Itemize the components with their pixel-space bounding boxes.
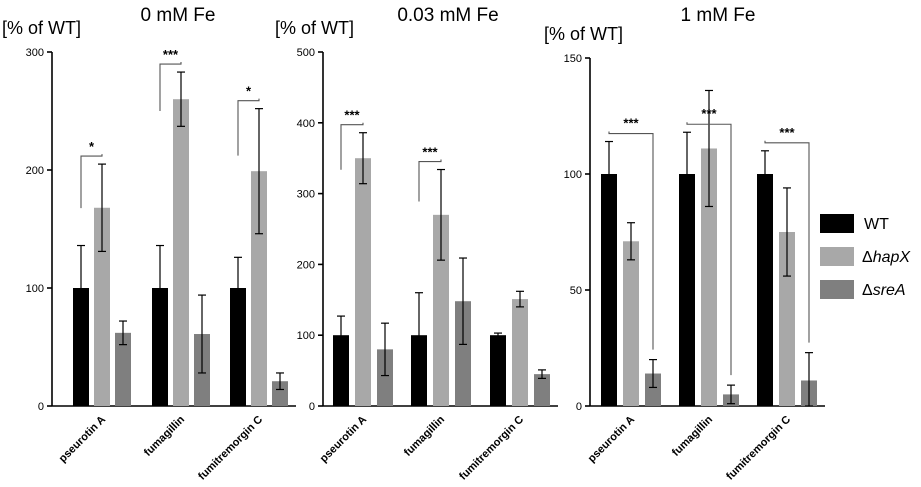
bar-wt-2 bbox=[152, 288, 168, 406]
bar-delta-hapx-2 bbox=[433, 214, 449, 406]
significance-bracket bbox=[608, 131, 654, 350]
chart-title: 1 mM Fe bbox=[681, 5, 756, 26]
bar-wt-2 bbox=[679, 174, 695, 406]
x-tick-label: fumagillin bbox=[670, 413, 715, 458]
legend-swatch-wt bbox=[820, 214, 854, 233]
chart-title: 0 mM Fe bbox=[141, 5, 216, 26]
y-tick-label: 500 bbox=[297, 47, 315, 59]
y-tick-label: 200 bbox=[26, 165, 44, 177]
significance-bracket bbox=[80, 154, 103, 209]
legend-label-srea: ΔsreA bbox=[862, 282, 906, 299]
legend-label-wt: WT bbox=[864, 216, 889, 233]
significance-label: * bbox=[89, 139, 95, 154]
significance-bracket bbox=[340, 122, 364, 170]
significance-bracket bbox=[686, 122, 732, 376]
legend-swatch-hapx bbox=[820, 247, 854, 266]
significance-bracket bbox=[237, 98, 260, 156]
bar-delta-srea-3 bbox=[272, 381, 288, 406]
x-tick-label: pseurotin A bbox=[57, 414, 108, 465]
y-tick-label: 100 bbox=[564, 169, 582, 181]
y-tick-label: 0 bbox=[576, 401, 582, 413]
bar-delta-hapx-3 bbox=[512, 299, 528, 406]
x-tick-label: fumitremorgin C bbox=[457, 414, 526, 483]
legend-label-hapx: ΔhapX bbox=[862, 249, 911, 266]
bar-delta-hapx-3 bbox=[251, 171, 267, 406]
bar-wt-1 bbox=[73, 288, 89, 406]
significance-label: *** bbox=[344, 108, 360, 123]
y-tick-label: 300 bbox=[297, 189, 315, 201]
y-axis-label: [% of WT] bbox=[275, 18, 354, 38]
bar-delta-hapx-1 bbox=[623, 241, 639, 406]
significance-bracket bbox=[159, 62, 182, 112]
chart-panel-1: 0 mM Fe [% of WT] 0 100 200 300 pseurotin A fum… bbox=[2, 5, 296, 483]
chart-panel-2: 0.03 mM Fe [% of WT] 0 100 200 300 400 500 pseur… bbox=[275, 5, 558, 483]
significance-label: *** bbox=[779, 125, 795, 140]
y-tick-label: 50 bbox=[570, 285, 582, 297]
chart-panels: 0 mM Fe [% of WT] 0 100 200 300 pseurotin A fum… bbox=[2, 5, 825, 483]
bar-wt-1 bbox=[601, 174, 617, 406]
significance-bracket bbox=[764, 140, 810, 343]
bar-delta-srea-1 bbox=[645, 373, 661, 406]
y-axis-label: [% of WT] bbox=[2, 18, 81, 38]
x-tick-label: fumagillin bbox=[402, 413, 447, 458]
chart-legend: WT ΔhapX ΔsreA bbox=[820, 214, 911, 299]
y-tick-label: 0 bbox=[38, 401, 44, 413]
y-tick-label: 300 bbox=[26, 47, 44, 59]
x-tick-label: pseurotin A bbox=[318, 414, 369, 465]
significance-label: *** bbox=[623, 116, 639, 131]
y-tick-label: 400 bbox=[297, 118, 315, 130]
bar-delta-hapx-1 bbox=[94, 207, 110, 406]
significance-label: * bbox=[246, 84, 252, 99]
significance-label: *** bbox=[163, 47, 179, 62]
chart-title: 0.03 mM Fe bbox=[397, 5, 498, 26]
x-tick-label: fumitremorgin C bbox=[196, 414, 265, 483]
x-tick-label: pseurotin A bbox=[586, 414, 637, 465]
significance-label: *** bbox=[422, 145, 438, 160]
bar-wt-3 bbox=[490, 335, 506, 406]
bar-delta-hapx-1 bbox=[355, 158, 371, 406]
bar-delta-srea-1 bbox=[115, 332, 131, 406]
x-tick-label: fumitremorgin C bbox=[724, 414, 793, 483]
y-tick-label: 200 bbox=[297, 259, 315, 271]
y-tick-label: 0 bbox=[309, 401, 315, 413]
bar-wt-3 bbox=[757, 174, 773, 406]
y-axis-label: [% of WT] bbox=[544, 24, 623, 44]
bar-delta-srea-2 bbox=[455, 301, 471, 406]
bar-delta-hapx-2 bbox=[701, 148, 717, 407]
bar-delta-srea-3 bbox=[534, 374, 550, 406]
bar-delta-srea-1 bbox=[377, 349, 393, 406]
bar-wt-1 bbox=[333, 335, 349, 406]
legend-swatch-srea bbox=[820, 280, 854, 299]
bar-delta-hapx-2 bbox=[173, 99, 189, 406]
y-tick-label: 100 bbox=[26, 283, 44, 295]
significance-bracket bbox=[418, 159, 442, 202]
chart-panel-3: 1 mM Fe [% of WT] 0 50 100 150 pseurotin A fuma… bbox=[544, 5, 825, 483]
y-tick-label: 150 bbox=[564, 53, 582, 65]
y-tick-label: 100 bbox=[297, 330, 315, 342]
significance-label: *** bbox=[701, 106, 717, 121]
x-tick-label: fumagillin bbox=[142, 413, 187, 458]
bar-wt-3 bbox=[230, 288, 246, 406]
